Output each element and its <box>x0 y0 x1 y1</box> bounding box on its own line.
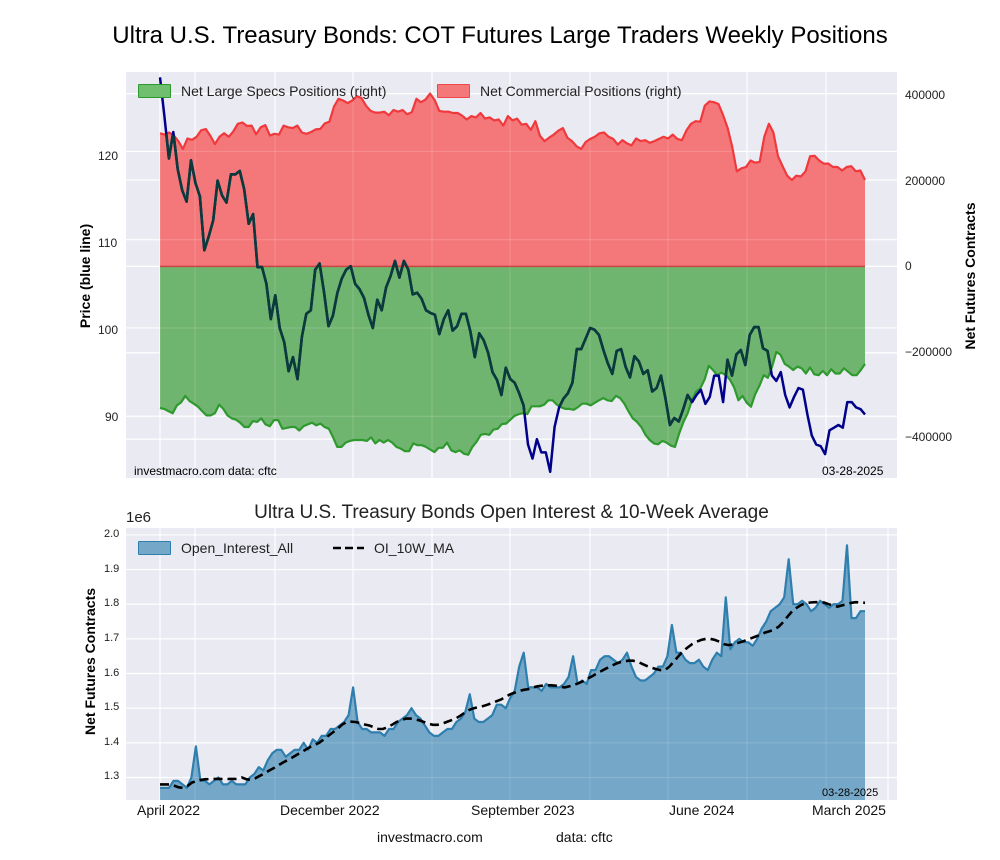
offset-text: 1e6 <box>126 509 152 526</box>
open-interest-title: Ultra U.S. Treasury Bonds Open Interest … <box>254 502 769 523</box>
right-ytick-200000: 200000 <box>905 174 946 188</box>
xtick-december-2022: December 2022 <box>280 802 380 818</box>
commercial-area <box>160 93 865 267</box>
oi-ytick: 1.3 <box>104 770 120 783</box>
left-ytick-110: 110 <box>98 236 118 250</box>
footer-site: investmacro.com <box>377 829 483 845</box>
legend-label-large-specs: Net Large Specs Positions (right) <box>181 83 387 99</box>
legend-item-open-interest: Open_Interest_All <box>138 540 293 556</box>
left-ytick-90: 90 <box>105 410 119 424</box>
legend-label-ma: OI_10W_MA <box>374 540 455 556</box>
xtick-april-2022: April 2022 <box>137 802 201 818</box>
commercial-swatch-icon <box>437 84 470 98</box>
oi-ytick: 1.6 <box>104 666 120 679</box>
legend-label-commercial: Net Commercial Positions (right) <box>480 83 682 99</box>
top-chart-source-note: investmacro.com data: cftc <box>134 464 277 478</box>
open-interest-swatch-icon <box>138 541 171 555</box>
left-ytick-100: 100 <box>98 323 119 337</box>
open-interest-chart <box>126 528 897 800</box>
oi-ytick: 1.7 <box>104 631 120 644</box>
open-interest-area <box>160 545 865 800</box>
xtick-september-2023: September 2023 <box>471 802 575 818</box>
oi-ytick: 1.8 <box>104 597 120 610</box>
positions-chart <box>126 72 897 478</box>
right-ytick-400000: 400000 <box>905 88 946 102</box>
legend-item-ma: OI_10W_MA <box>333 540 454 556</box>
oi-ytick: 1.9 <box>104 562 120 575</box>
bottom-chart-date-note: 03-28-2025 <box>822 787 879 799</box>
left-ytick-120: 120 <box>98 149 119 163</box>
oi-ytick: 2.0 <box>104 527 120 540</box>
price-line-overlay <box>160 93 865 455</box>
left-axis-label: Price (blue line) <box>77 223 93 329</box>
large-specs-line <box>159 350 866 456</box>
right-ytick-neg400000: −400000 <box>905 430 953 444</box>
large-specs-swatch-icon <box>138 84 171 98</box>
xtick-march-2025: March 2025 <box>812 802 886 818</box>
footer-source: data: cftc <box>556 829 613 845</box>
oi-ytick: 1.4 <box>104 735 120 748</box>
xtick-june-2024: June 2024 <box>669 802 735 818</box>
open-interest-axis-label: Net Futures Contracts <box>82 587 98 735</box>
oi-ytick: 1.5 <box>104 701 120 714</box>
legend-label-open-interest: Open_Interest_All <box>181 540 294 556</box>
open-interest-marks <box>126 528 897 800</box>
top-chart-date-note: 03-28-2025 <box>822 464 884 478</box>
right-ytick-neg200000: −200000 <box>905 345 953 359</box>
dashed-line-icon <box>333 546 364 550</box>
right-axis-label: Net Futures Contracts <box>962 202 978 350</box>
commercial-line <box>159 92 866 182</box>
main-title: Ultra U.S. Treasury Bonds: COT Futures L… <box>112 22 888 49</box>
ma-line <box>160 600 866 790</box>
legend-item-large-specs: Net Large Specs Positions (right) <box>138 83 386 99</box>
right-ytick-0: 0 <box>905 259 912 273</box>
legend-item-commercial: Net Commercial Positions (right) <box>437 83 682 99</box>
positions-marks <box>126 72 897 478</box>
